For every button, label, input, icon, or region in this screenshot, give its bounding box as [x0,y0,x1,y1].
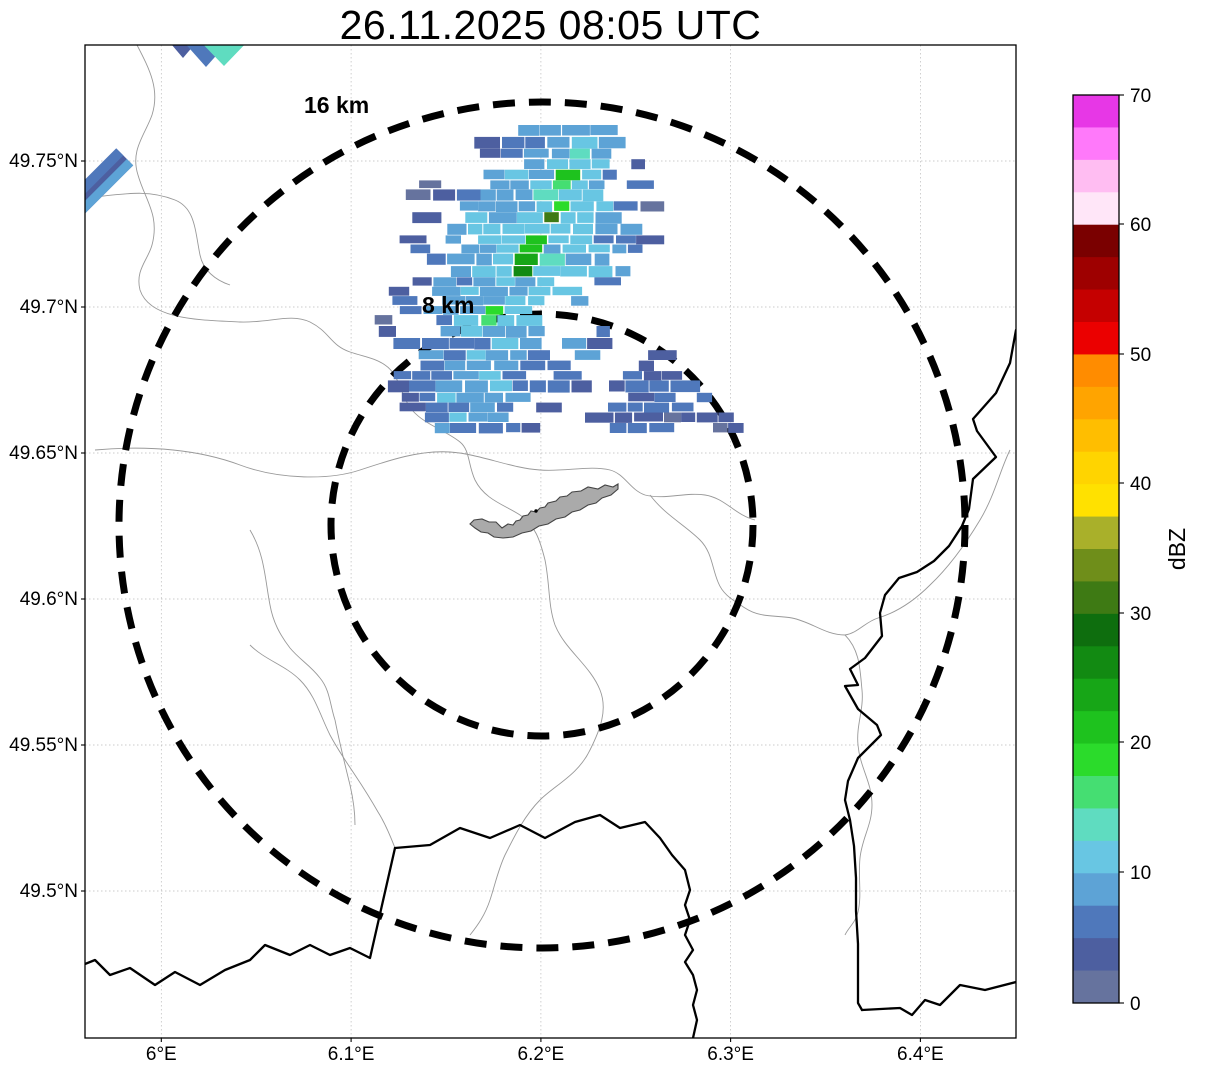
svg-text:50: 50 [1130,345,1151,366]
svg-text:6.4°E: 6.4°E [897,1044,944,1065]
svg-text:49.75°N: 49.75°N [9,151,78,172]
svg-text:49.6°N: 49.6°N [20,589,78,610]
svg-text:dBZ: dBZ [1164,528,1190,570]
svg-text:6.1°E: 6.1°E [328,1044,375,1065]
svg-text:30: 30 [1130,604,1151,625]
svg-text:49.55°N: 49.55°N [9,735,78,756]
svg-text:16 km: 16 km [304,92,369,118]
svg-text:60: 60 [1130,215,1151,236]
svg-text:6.3°E: 6.3°E [707,1044,754,1065]
svg-text:6.2°E: 6.2°E [518,1044,565,1065]
svg-text:70: 70 [1130,86,1151,107]
svg-text:6°E: 6°E [146,1044,177,1065]
svg-text:0: 0 [1130,994,1141,1015]
svg-text:8 km: 8 km [422,292,474,318]
svg-text:49.65°N: 49.65°N [9,443,78,464]
svg-text:40: 40 [1130,474,1151,495]
svg-text:49.5°N: 49.5°N [20,881,78,902]
svg-text:49.7°N: 49.7°N [20,297,78,318]
svg-text:20: 20 [1130,733,1151,754]
svg-text:10: 10 [1130,863,1151,884]
